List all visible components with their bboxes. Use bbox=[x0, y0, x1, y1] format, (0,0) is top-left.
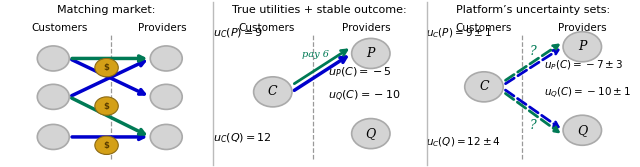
Text: Customers: Customers bbox=[456, 23, 512, 33]
Circle shape bbox=[465, 72, 503, 102]
Text: P: P bbox=[578, 40, 586, 53]
Circle shape bbox=[37, 124, 69, 149]
Text: $: $ bbox=[104, 141, 109, 150]
Text: Customers: Customers bbox=[31, 23, 88, 33]
Circle shape bbox=[253, 77, 292, 107]
Text: $u_Q(C) = -10 \pm 1$: $u_Q(C) = -10 \pm 1$ bbox=[544, 86, 631, 101]
Text: $u_C(P) = 9 \pm 1$: $u_C(P) = 9 \pm 1$ bbox=[426, 27, 492, 40]
Text: ?: ? bbox=[530, 45, 536, 58]
Circle shape bbox=[95, 136, 118, 154]
Text: $: $ bbox=[104, 63, 109, 72]
Text: $u_C(Q) = 12 \pm 4$: $u_C(Q) = 12 \pm 4$ bbox=[426, 135, 501, 149]
Text: ?: ? bbox=[530, 119, 536, 132]
Text: P: P bbox=[367, 47, 375, 60]
Text: $u_Q(C) = -10$: $u_Q(C) = -10$ bbox=[328, 89, 401, 104]
Text: Q: Q bbox=[365, 127, 376, 140]
Circle shape bbox=[150, 124, 182, 149]
Text: $u_P(C) = -5$: $u_P(C) = -5$ bbox=[328, 65, 392, 79]
Text: $u_C(P) = 9$: $u_C(P) = 9$ bbox=[213, 27, 263, 40]
Circle shape bbox=[95, 58, 118, 77]
Circle shape bbox=[563, 32, 602, 62]
Circle shape bbox=[95, 97, 118, 115]
Text: True utilities + stable outcome:: True utilities + stable outcome: bbox=[232, 5, 407, 15]
Circle shape bbox=[563, 115, 602, 145]
Circle shape bbox=[150, 46, 182, 71]
Text: Customers: Customers bbox=[238, 23, 294, 33]
Text: $u_P(C) = -7 \pm 3$: $u_P(C) = -7 \pm 3$ bbox=[544, 58, 623, 72]
Text: C: C bbox=[268, 85, 278, 98]
Circle shape bbox=[37, 84, 69, 109]
Text: Providers: Providers bbox=[342, 23, 391, 33]
Text: $: $ bbox=[104, 102, 109, 111]
Text: $u_C(Q) = 12$: $u_C(Q) = 12$ bbox=[213, 132, 272, 145]
Text: Platform’s uncertainty sets:: Platform’s uncertainty sets: bbox=[456, 5, 610, 15]
Text: Providers: Providers bbox=[138, 23, 186, 33]
Circle shape bbox=[37, 46, 69, 71]
Circle shape bbox=[351, 38, 390, 68]
Text: pay 6: pay 6 bbox=[302, 50, 329, 59]
Text: Q: Q bbox=[577, 124, 588, 137]
Text: Matching market:: Matching market: bbox=[58, 5, 156, 15]
Circle shape bbox=[351, 119, 390, 149]
Text: Providers: Providers bbox=[558, 23, 607, 33]
Text: C: C bbox=[479, 80, 489, 93]
Circle shape bbox=[150, 84, 182, 109]
